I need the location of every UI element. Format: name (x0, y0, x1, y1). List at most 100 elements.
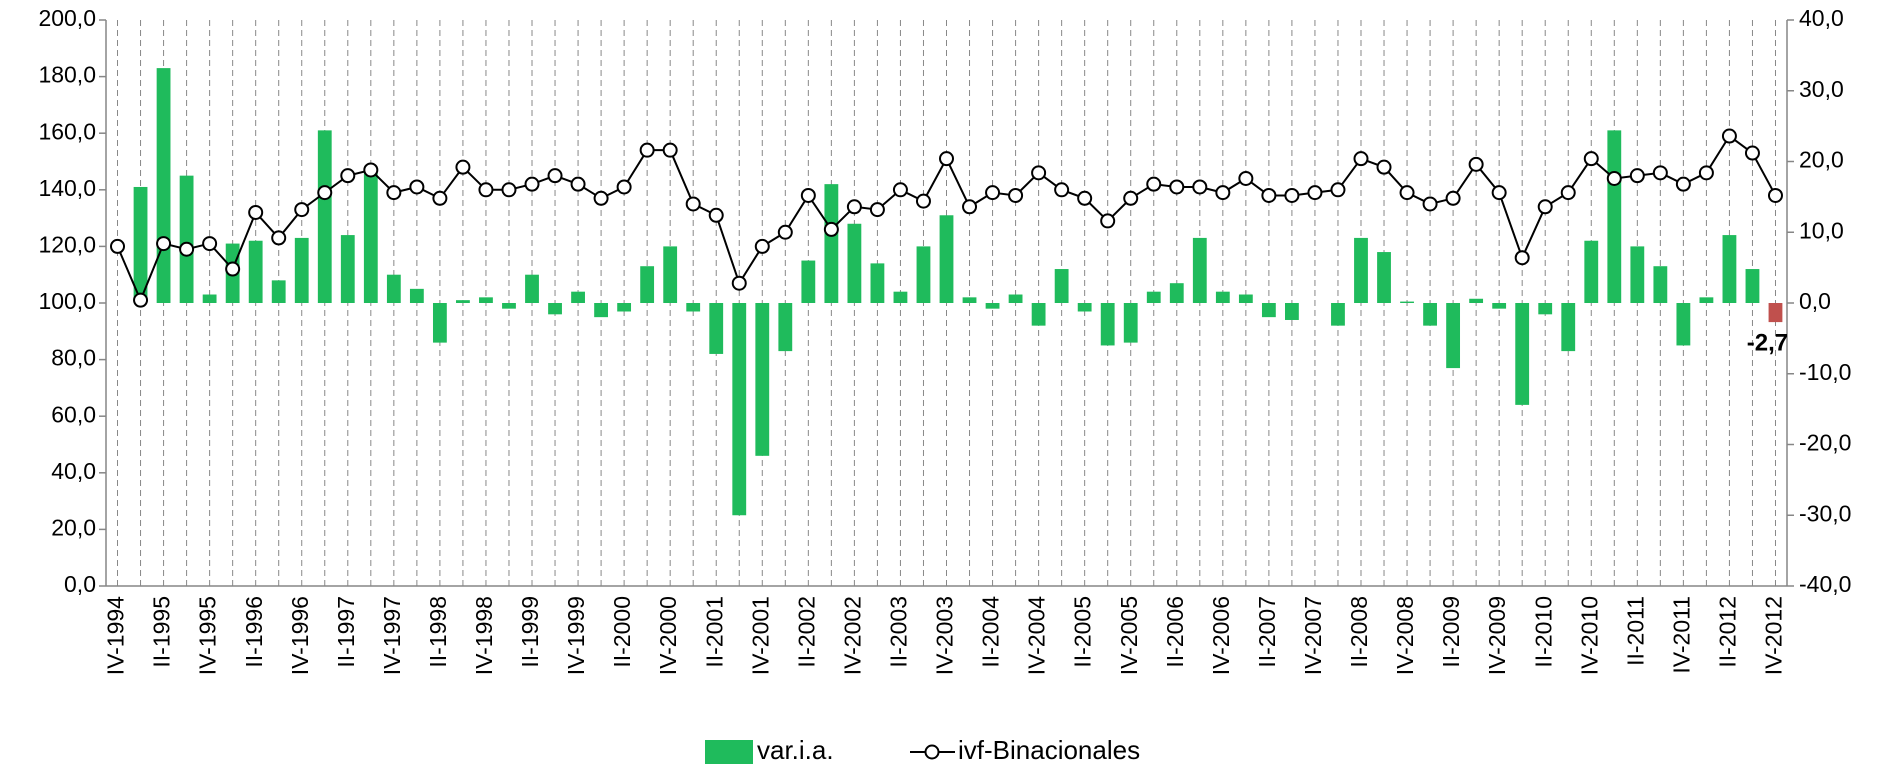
bar (617, 303, 632, 312)
bar (1238, 294, 1253, 303)
bar (801, 260, 816, 303)
bar (571, 291, 585, 303)
bar (294, 237, 309, 303)
line-marker (1284, 187, 1300, 203)
x-tick-label: IV-1995 (195, 596, 221, 675)
x-tick-label: IV-2011 (1668, 596, 1694, 674)
line-marker (962, 199, 978, 215)
line-marker (1491, 185, 1507, 201)
legend-label: ivf-Binacionales (958, 735, 1140, 765)
x-tick-label: II-1995 (149, 596, 175, 668)
bar (1423, 303, 1437, 326)
bar (340, 235, 355, 303)
bar (939, 215, 954, 303)
y-tick-label: 160,0 (38, 118, 96, 144)
line-marker (110, 238, 126, 254)
bar (1285, 303, 1299, 320)
x-tick-label: II-2005 (1070, 596, 1096, 668)
line-marker (386, 185, 402, 201)
bar (1492, 303, 1507, 309)
line-marker (1077, 190, 1093, 206)
bar (133, 186, 148, 303)
bar (271, 280, 286, 303)
bar (1354, 237, 1368, 303)
bar (317, 130, 332, 303)
bar (1400, 301, 1414, 303)
bar (1745, 269, 1760, 303)
bar (1561, 303, 1576, 352)
bar (1630, 246, 1645, 303)
x-tick-label: IV-2010 (1576, 596, 1602, 675)
line-marker (777, 224, 793, 240)
line-marker (133, 292, 149, 308)
x-tick-label: IV-2008 (1392, 596, 1418, 675)
y-tick-label: 0,0 (64, 571, 96, 597)
bar (893, 291, 908, 303)
bar (1377, 252, 1391, 303)
line-marker (846, 199, 862, 215)
line-marker (1767, 187, 1783, 203)
line-marker (478, 182, 494, 198)
x-tick-label: II-2006 (1162, 596, 1188, 668)
x-tick-label: IV-2012 (1761, 596, 1787, 675)
x-tick-label: II-1998 (425, 596, 451, 668)
line-marker (432, 190, 448, 206)
line-marker (1100, 213, 1116, 229)
x-tick-label: IV-1994 (103, 596, 129, 675)
bar (663, 246, 678, 303)
legend-swatch (705, 740, 753, 764)
bar (409, 288, 424, 303)
line-marker (409, 179, 425, 195)
x-tick-label: II-2011 (1622, 596, 1648, 666)
line-marker (524, 176, 540, 192)
y-tick-label: 100,0 (38, 288, 96, 314)
line-marker (1399, 185, 1415, 201)
line-marker (1537, 199, 1553, 215)
x-tick-label: II-2009 (1438, 596, 1464, 668)
y2-tick-label: -10,0 (1799, 359, 1851, 385)
bar (1100, 303, 1115, 346)
line-marker (1422, 196, 1438, 212)
y2-tick-label: 30,0 (1799, 76, 1844, 102)
line-marker (1698, 165, 1714, 181)
line-marker (1468, 156, 1484, 172)
bar (916, 246, 931, 303)
x-tick-label: IV-2002 (839, 596, 865, 675)
y2-tick-label: 10,0 (1799, 217, 1844, 243)
x-tick-label: II-2010 (1530, 596, 1556, 668)
line-marker (1721, 128, 1737, 144)
bar (1169, 283, 1184, 303)
line-marker (892, 182, 908, 198)
line-marker (179, 241, 195, 257)
line-marker (248, 204, 264, 220)
line-marker (156, 236, 172, 252)
bar (525, 274, 539, 303)
bar (386, 274, 401, 303)
line-marker (1583, 151, 1599, 167)
line-marker (1261, 187, 1277, 203)
bar (456, 300, 470, 303)
bar (1261, 303, 1276, 318)
line-marker (1514, 250, 1530, 266)
line-marker (1192, 179, 1208, 195)
line-marker (1606, 170, 1622, 186)
bar (1123, 303, 1138, 343)
bar (1054, 269, 1069, 303)
bar (548, 303, 562, 315)
bar (1215, 291, 1230, 303)
line-marker (915, 193, 931, 209)
line-marker (1307, 185, 1323, 201)
legend-swatch (924, 744, 940, 760)
y2-tick-label: -30,0 (1799, 500, 1851, 526)
y2-tick-label: 0,0 (1799, 288, 1831, 314)
y2-tick-label: -20,0 (1799, 430, 1851, 456)
bar (202, 294, 217, 303)
line-marker (1744, 145, 1760, 161)
x-tick-label: II-2008 (1346, 596, 1372, 668)
bar (1538, 303, 1553, 315)
x-tick-label: II-2000 (609, 596, 635, 668)
line-marker (685, 196, 701, 212)
line-marker (1008, 187, 1024, 203)
bar (732, 303, 747, 516)
bar (640, 266, 655, 303)
